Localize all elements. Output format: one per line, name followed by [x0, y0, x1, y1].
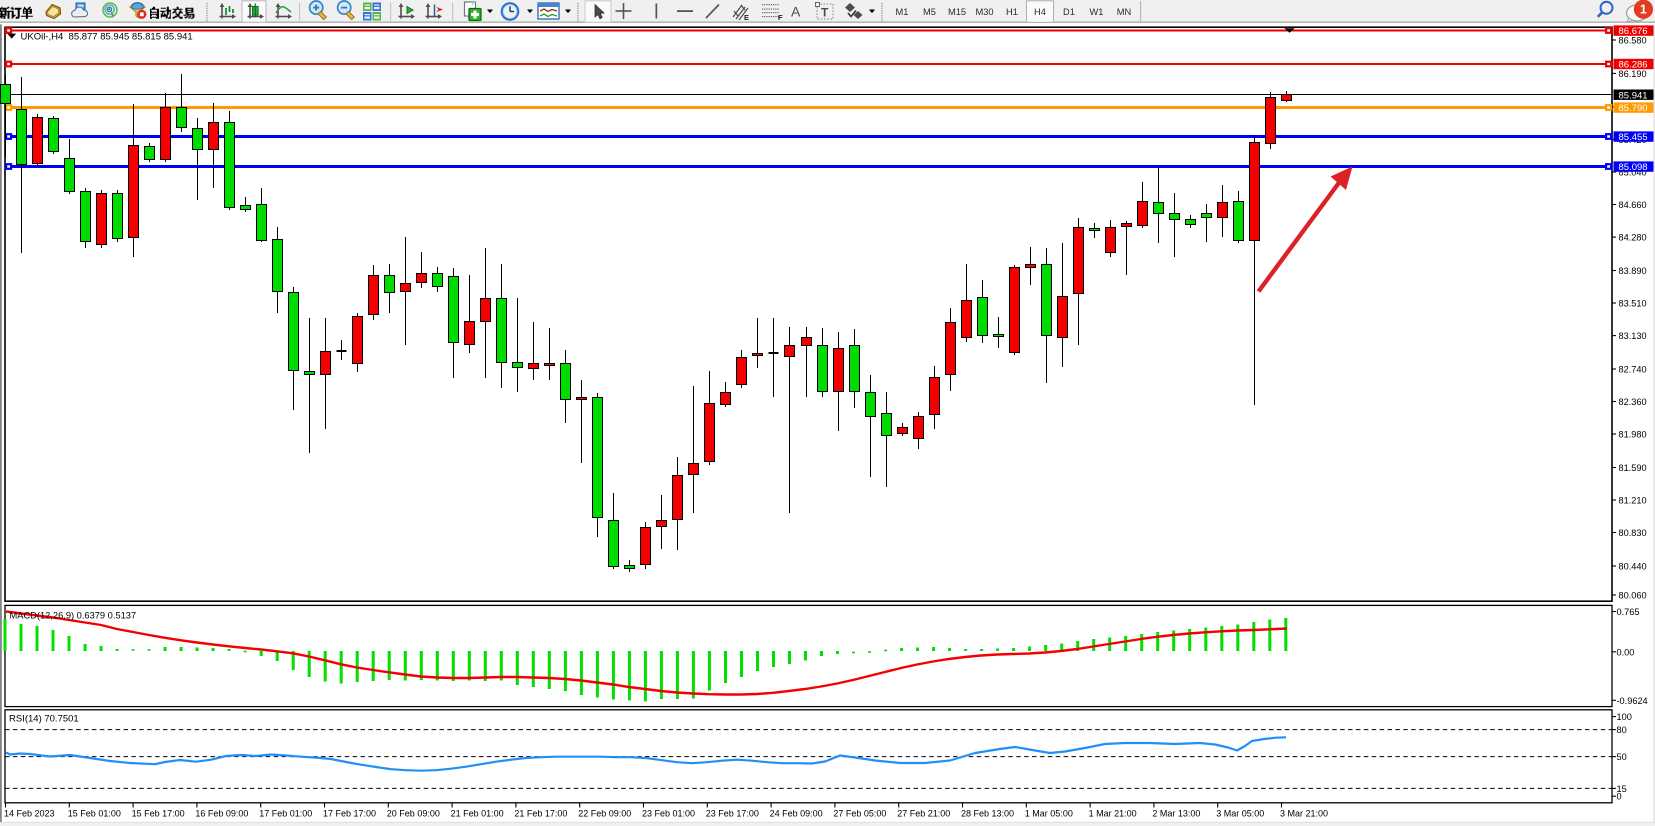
- svg-text:80.060: 80.060: [1619, 591, 1647, 601]
- svg-text:UKOil-,H4 85.877 85.945 85.81: UKOil-,H4 85.877 85.945 85.815 85.941: [21, 31, 193, 42]
- svg-text:85.098: 85.098: [1619, 162, 1648, 173]
- svg-text:15: 15: [1617, 784, 1627, 794]
- svg-text:81.980: 81.980: [1619, 430, 1647, 440]
- svg-text:16 Feb 09:00: 16 Feb 09:00: [195, 809, 248, 819]
- svg-text:15 Feb 01:00: 15 Feb 01:00: [68, 809, 121, 819]
- svg-text:1: 1: [1640, 3, 1647, 17]
- svg-text:22 Feb 09:00: 22 Feb 09:00: [578, 809, 631, 819]
- svg-text:84.660: 84.660: [1619, 200, 1647, 210]
- svg-text:M30: M30: [975, 7, 993, 17]
- svg-text:1 Mar 05:00: 1 Mar 05:00: [1025, 809, 1073, 819]
- svg-text:M5: M5: [923, 7, 936, 17]
- svg-text:0: 0: [1617, 792, 1622, 802]
- svg-text:83.130: 83.130: [1619, 331, 1647, 341]
- svg-text:D1: D1: [1063, 7, 1075, 17]
- svg-text:28 Feb 13:00: 28 Feb 13:00: [961, 809, 1014, 819]
- svg-text:T: T: [821, 6, 829, 20]
- svg-text:84.280: 84.280: [1619, 233, 1647, 243]
- svg-text:2 Mar 13:00: 2 Mar 13:00: [1152, 809, 1200, 819]
- svg-text:80: 80: [1617, 725, 1627, 735]
- svg-text:85.455: 85.455: [1619, 132, 1648, 143]
- svg-text:-0.9624: -0.9624: [1617, 696, 1648, 706]
- svg-text:21 Feb 01:00: 21 Feb 01:00: [451, 809, 504, 819]
- svg-text:15 Feb 17:00: 15 Feb 17:00: [132, 809, 185, 819]
- svg-text:17 Feb 01:00: 17 Feb 01:00: [259, 809, 312, 819]
- svg-text:H1: H1: [1006, 7, 1018, 17]
- svg-text:86.190: 86.190: [1619, 69, 1647, 79]
- svg-text:0.765: 0.765: [1617, 607, 1640, 617]
- svg-text:1 Mar 21:00: 1 Mar 21:00: [1089, 809, 1137, 819]
- svg-text:50: 50: [1617, 752, 1627, 762]
- svg-text:86.286: 86.286: [1619, 60, 1648, 71]
- svg-text:14 Feb 2023: 14 Feb 2023: [4, 809, 55, 819]
- svg-text:20 Feb 09:00: 20 Feb 09:00: [387, 809, 440, 819]
- svg-text:21 Feb 17:00: 21 Feb 17:00: [514, 809, 567, 819]
- svg-text:3 Mar 21:00: 3 Mar 21:00: [1280, 809, 1328, 819]
- svg-text:23 Feb 01:00: 23 Feb 01:00: [642, 809, 695, 819]
- svg-text:81.590: 81.590: [1619, 463, 1647, 473]
- svg-text:86.580: 86.580: [1619, 36, 1647, 46]
- svg-text:E: E: [744, 13, 749, 22]
- svg-text:RSI(14) 70.7501: RSI(14) 70.7501: [9, 714, 79, 725]
- svg-text:0.00: 0.00: [1617, 647, 1635, 657]
- svg-text:80.830: 80.830: [1619, 528, 1647, 538]
- svg-text:83.890: 83.890: [1619, 266, 1647, 276]
- svg-text:80.440: 80.440: [1619, 562, 1647, 572]
- svg-text:27 Feb 21:00: 27 Feb 21:00: [897, 809, 950, 819]
- svg-text:85.941: 85.941: [1619, 90, 1648, 101]
- svg-text:F: F: [778, 13, 783, 22]
- svg-text:3 Mar 05:00: 3 Mar 05:00: [1216, 809, 1264, 819]
- svg-text:MACD(12,26,9) 0.6379 0.5137: MACD(12,26,9) 0.6379 0.5137: [10, 610, 137, 620]
- svg-text:81.210: 81.210: [1619, 496, 1647, 506]
- svg-text:27 Feb 05:00: 27 Feb 05:00: [833, 809, 886, 819]
- svg-text:85.040: 85.040: [1619, 168, 1647, 178]
- svg-text:82.740: 82.740: [1619, 365, 1647, 375]
- svg-text:M1: M1: [896, 7, 909, 17]
- svg-text:85.790: 85.790: [1619, 103, 1648, 114]
- svg-text:H4: H4: [1034, 7, 1046, 17]
- svg-text:23 Feb 17:00: 23 Feb 17:00: [706, 809, 759, 819]
- svg-text:17 Feb 17:00: 17 Feb 17:00: [323, 809, 376, 819]
- svg-text:A: A: [791, 4, 801, 20]
- svg-text:M15: M15: [948, 7, 966, 17]
- svg-text:86.676: 86.676: [1619, 26, 1648, 37]
- svg-text:MN: MN: [1117, 7, 1131, 17]
- svg-text:24 Feb 09:00: 24 Feb 09:00: [770, 809, 823, 819]
- svg-text:82.360: 82.360: [1619, 397, 1647, 407]
- svg-text:100: 100: [1617, 712, 1632, 722]
- svg-text:W1: W1: [1090, 7, 1104, 17]
- svg-text:83.510: 83.510: [1619, 299, 1647, 309]
